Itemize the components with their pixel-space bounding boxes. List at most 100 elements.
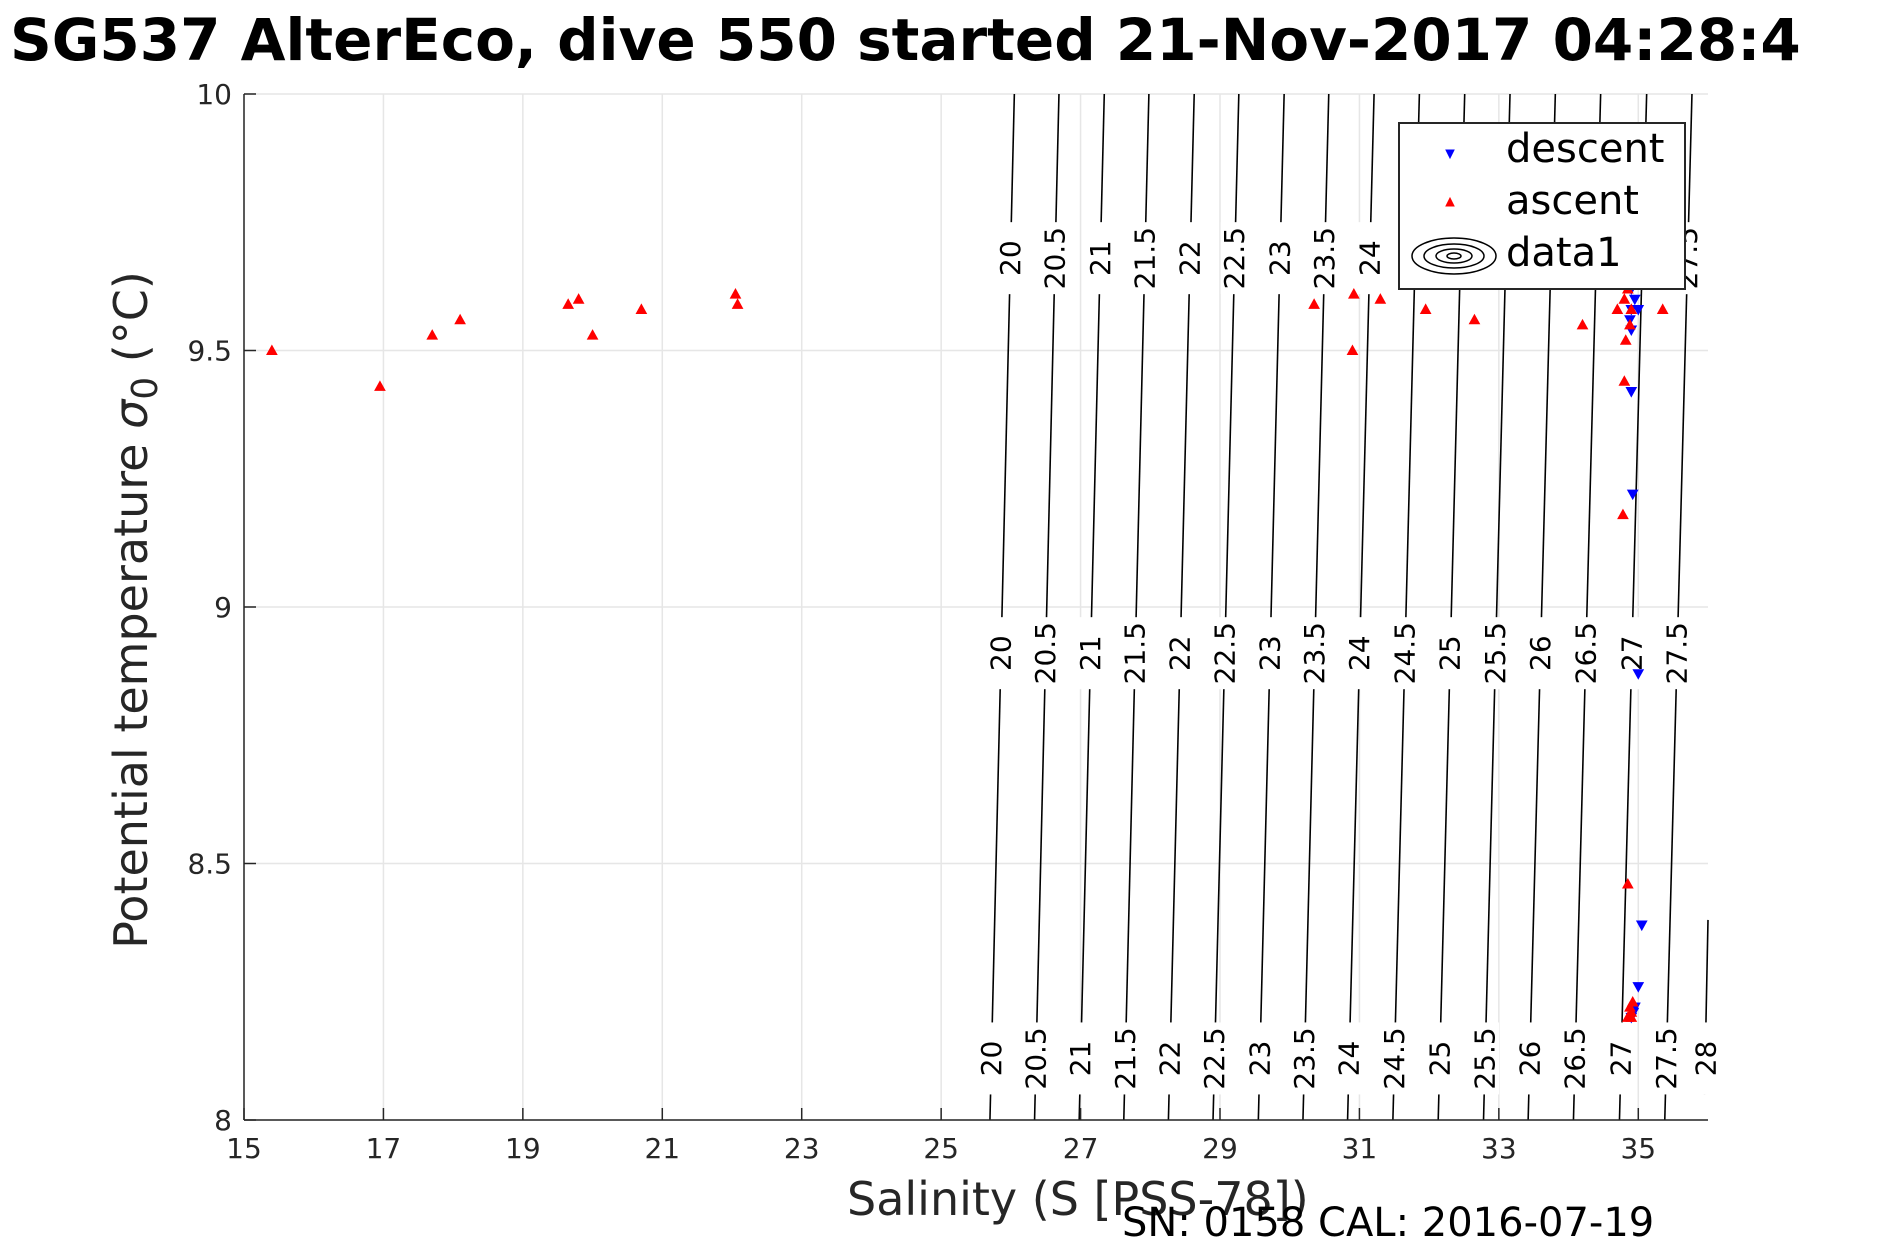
series-ascent bbox=[266, 282, 1669, 1022]
isopycnal-label: 24 bbox=[1343, 635, 1376, 671]
ascent-point bbox=[1624, 318, 1636, 330]
isopycnal-label-bg bbox=[1515, 1022, 1544, 1095]
isopycnal-label-bg bbox=[1166, 617, 1195, 690]
isopycnal-label-bg bbox=[1066, 1022, 1095, 1095]
legend-item-descent: descent bbox=[1400, 124, 1684, 176]
isopycnal-label-bg bbox=[996, 222, 1025, 295]
ascent-point bbox=[1611, 303, 1624, 314]
descent-point bbox=[1635, 920, 1648, 932]
isopycnal-label-bg bbox=[1345, 617, 1374, 690]
ascent-point bbox=[572, 293, 585, 304]
ascent-point bbox=[731, 298, 744, 309]
ascent-point bbox=[1624, 1001, 1636, 1012]
ascent-point bbox=[1625, 303, 1638, 314]
isopycnal-label: 25.5 bbox=[1479, 622, 1512, 684]
ascent-point bbox=[1617, 508, 1629, 520]
isopycnal-label: 27 bbox=[1605, 1041, 1638, 1077]
y-tick-label: 8 bbox=[214, 1104, 232, 1137]
x-tick-label: 31 bbox=[1342, 1132, 1378, 1165]
isopycnal-22: 22 22 22 bbox=[1153, 93, 1207, 1121]
isopycnal-label: 22 bbox=[1164, 635, 1197, 671]
isopycnal-label-bg bbox=[1652, 1022, 1681, 1095]
x-tick-label: 25 bbox=[923, 1132, 959, 1165]
isopycnal-label-bg bbox=[1691, 1022, 1720, 1095]
isopycnal-label-bg bbox=[1571, 617, 1600, 690]
ascent-point bbox=[1656, 303, 1669, 314]
isopycnal-label: 20.5 bbox=[1029, 622, 1062, 684]
descent-point bbox=[1626, 489, 1639, 501]
isopycnal-label-bg bbox=[1200, 1022, 1229, 1095]
isopycnal-label: 21 bbox=[1064, 1041, 1097, 1077]
isopycnal-label-bg bbox=[1425, 1022, 1454, 1095]
isopycnal-label: 26.5 bbox=[1559, 1027, 1592, 1089]
descent-point bbox=[1628, 294, 1641, 306]
isopycnal-label: 24.5 bbox=[1388, 622, 1421, 684]
ascent-point bbox=[1621, 877, 1634, 889]
x-tick-label: 23 bbox=[784, 1132, 820, 1165]
legend-descent-marker bbox=[1445, 149, 1455, 160]
isopycnal-label: 26 bbox=[1524, 635, 1557, 671]
isopycnal-label-bg bbox=[1155, 1022, 1184, 1095]
legend-label-descent: descent bbox=[1506, 126, 1665, 172]
isopycnal-label-bg bbox=[1300, 617, 1329, 690]
isopycnal-label-bg bbox=[1130, 222, 1159, 295]
ascent-point bbox=[1419, 303, 1432, 314]
ascent-point bbox=[374, 380, 386, 391]
isopycnal-label: 20 bbox=[975, 1041, 1008, 1077]
descent-point bbox=[1632, 669, 1645, 680]
ascent-point bbox=[586, 329, 599, 340]
isopycnal-label: 20 bbox=[994, 240, 1027, 276]
descent-point bbox=[1632, 982, 1645, 993]
x-tick-label: 15 bbox=[226, 1132, 262, 1165]
x-tick-label: 27 bbox=[1063, 1132, 1099, 1165]
y-axis-label-text: Potential temperature bbox=[103, 428, 158, 949]
isopycnal-label: 20 bbox=[985, 635, 1018, 671]
y-axis-label-unit: (°C) bbox=[103, 271, 158, 377]
x-tick-label: 17 bbox=[366, 1132, 402, 1165]
ascent-point bbox=[1308, 298, 1320, 309]
y-axis-label-sigma: σ bbox=[103, 399, 158, 429]
isopycnal-label-bg bbox=[1245, 1022, 1274, 1095]
chart-title: SG537 AlterEco, dive 550 started 21-Nov-… bbox=[10, 6, 1801, 74]
isopycnal-label-bg bbox=[1481, 617, 1510, 690]
isopycnal-26: 26 26 bbox=[1513, 93, 1557, 1121]
ascent-point bbox=[1348, 288, 1360, 299]
isopycnal-label-bg bbox=[1471, 1022, 1500, 1095]
isopycnal-23.5: 23.5 23.5 23.5 bbox=[1288, 93, 1341, 1121]
isopycnal-20.5: 20.5 20.5 20.5 bbox=[1020, 93, 1072, 1121]
isopycnal-label: 25 bbox=[1423, 1041, 1456, 1077]
ascent-point bbox=[1576, 318, 1589, 330]
isopycnal-label: 26.5 bbox=[1569, 622, 1602, 684]
isopycnal-25: 25 25 bbox=[1423, 93, 1467, 1121]
isopycnal-label-bg bbox=[1617, 617, 1646, 690]
y-tick-label: 9.5 bbox=[187, 335, 232, 368]
ascent-point bbox=[635, 303, 648, 314]
isopycnal-24: 24 24 24 bbox=[1333, 93, 1386, 1121]
y-tick-label: 9 bbox=[214, 591, 232, 624]
x-tick-label: 29 bbox=[1202, 1132, 1238, 1165]
isopycnal-label: 22.5 bbox=[1218, 227, 1251, 289]
x-axis-label: Salinity (S [PSS-78]) bbox=[847, 1172, 1309, 1226]
ascent-point bbox=[562, 298, 575, 309]
isopycnal-label-bg bbox=[1220, 222, 1249, 295]
isopycnal-label-bg bbox=[1390, 617, 1419, 690]
isopycnal-label: 21.5 bbox=[1128, 227, 1161, 289]
y-axis-label: Potential temperature σ0 (°C) bbox=[104, 271, 166, 949]
isopycnal-label-bg bbox=[1121, 617, 1150, 690]
y-axis-label-subscript: 0 bbox=[125, 376, 167, 400]
isopycnal-label: 24 bbox=[1333, 1041, 1366, 1077]
isopycnal-label: 24.5 bbox=[1378, 1027, 1411, 1089]
x-tick-label: 21 bbox=[644, 1132, 680, 1165]
isopycnal-label-bg bbox=[1076, 617, 1105, 690]
isopycnal-label-bg bbox=[1607, 1022, 1636, 1095]
descent-point bbox=[1632, 304, 1645, 316]
isopycnal-label: 22 bbox=[1174, 240, 1207, 276]
x-tick-label: 19 bbox=[505, 1132, 541, 1165]
isopycnal-label: 25 bbox=[1434, 635, 1467, 671]
isopycnal-27.5: 27.527.527.5 bbox=[1650, 93, 1704, 1121]
isopycnal-label-bg bbox=[1380, 1022, 1409, 1095]
ascent-point bbox=[1618, 375, 1631, 386]
isopycnal-label: 21.5 bbox=[1109, 1027, 1142, 1089]
